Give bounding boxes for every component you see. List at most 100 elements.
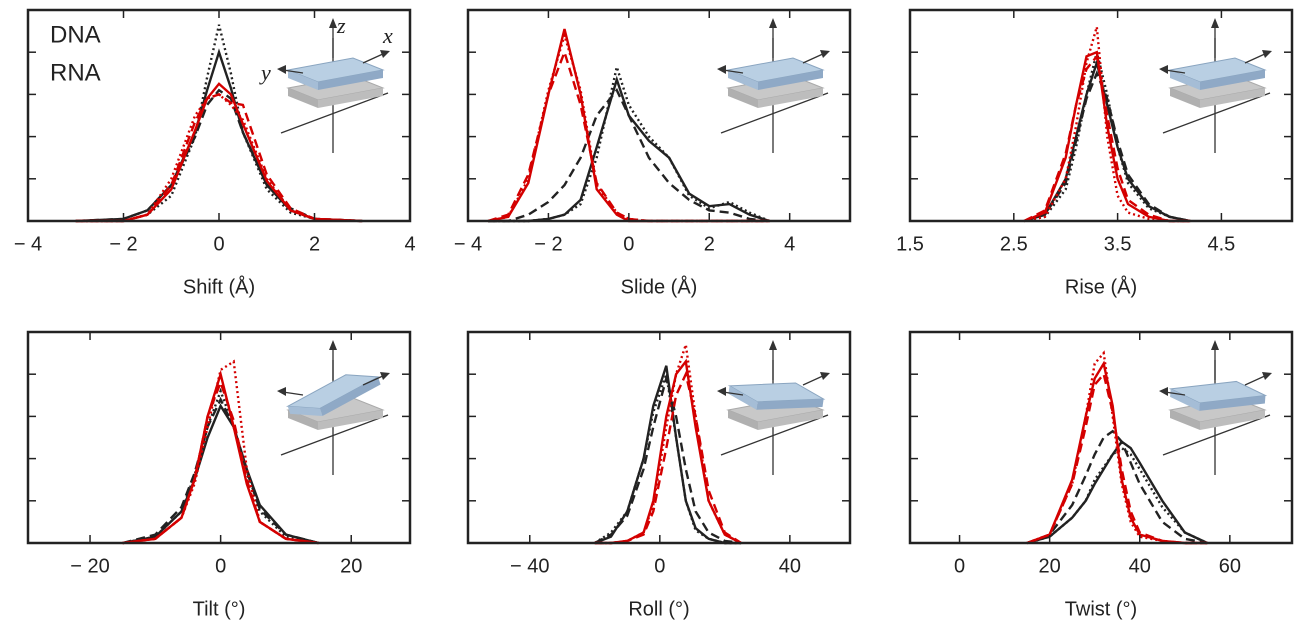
x-tick-label: 1.5 <box>896 233 924 255</box>
inset-arrow <box>722 69 744 74</box>
inset <box>1159 340 1272 475</box>
inset-axis <box>1162 92 1271 134</box>
density-line <box>1023 50 1191 223</box>
arrow-head <box>1159 65 1168 74</box>
inset-arrow <box>362 374 386 386</box>
inset-axis <box>720 92 829 134</box>
slab-top-side <box>319 376 381 417</box>
slab-top-side <box>1199 395 1266 411</box>
inset <box>717 18 830 153</box>
slab-bottom-side <box>318 88 383 108</box>
density-line <box>1026 371 1208 545</box>
x-tick-label: 2.5 <box>1000 233 1028 255</box>
arrow-head <box>277 65 286 74</box>
inset-arrow <box>802 52 826 64</box>
slab-bottom-side <box>758 410 823 430</box>
slab-top <box>286 57 385 90</box>
x-tick-label: 0 <box>954 555 965 577</box>
plot-frame <box>908 8 1294 223</box>
arrow-head <box>1159 387 1168 396</box>
density-line <box>488 75 770 223</box>
density-line <box>122 396 319 545</box>
x-tick-label: 0 <box>215 555 226 577</box>
slab-bottom-side <box>1170 410 1200 430</box>
density-line <box>1026 429 1208 545</box>
slab-top-side <box>728 385 758 410</box>
x-axis-label: Slide (Å) <box>621 275 698 298</box>
x-axis-label: Shift (Å) <box>183 275 255 298</box>
inset <box>1159 18 1272 153</box>
x-tick-label: 2 <box>309 233 320 255</box>
arrow-head <box>277 387 286 396</box>
x-tick-label: − 2 <box>534 233 562 255</box>
arrow-head <box>717 65 726 74</box>
inset-arrow <box>282 391 304 396</box>
x-tick-label: 4 <box>404 233 415 255</box>
inset-arrow <box>362 52 386 64</box>
slab-top-side <box>1170 70 1200 90</box>
inset-arrow <box>282 69 304 74</box>
plot-frame <box>466 8 852 223</box>
x-tick-label: 0 <box>654 555 665 577</box>
x-tick-label: − 20 <box>70 555 109 577</box>
x-tick-label: 4.5 <box>1208 233 1236 255</box>
arrow-head <box>820 50 830 58</box>
arrow-head <box>380 372 390 380</box>
slab-top <box>727 382 826 410</box>
inset-axis <box>280 414 389 456</box>
arrow-head <box>329 18 337 28</box>
arrow-head <box>1211 18 1219 28</box>
slab-top-side <box>287 406 323 417</box>
slab-top-side <box>288 70 318 90</box>
density-line <box>594 365 742 545</box>
density-line <box>594 370 742 545</box>
x-tick-label: 2 <box>704 233 715 255</box>
x-axis-label: Twist (°) <box>1065 598 1137 620</box>
x-tick-label: 4 <box>784 233 795 255</box>
density-line <box>1026 446 1208 545</box>
legend-label: RNA <box>50 59 101 86</box>
x-axis-label: Rise (Å) <box>1065 275 1137 298</box>
inset <box>277 340 390 475</box>
inset-arrow <box>1164 391 1186 396</box>
plot-frame <box>908 330 1294 545</box>
density-line <box>75 24 363 223</box>
inset-arrow <box>1244 374 1268 386</box>
x-tick-label: 3.5 <box>1104 233 1132 255</box>
density-line <box>1026 440 1208 545</box>
density-line <box>488 87 770 223</box>
density-line <box>487 48 770 223</box>
slab-top-side <box>756 399 824 410</box>
plot-frame <box>466 330 852 545</box>
density-line <box>122 403 319 545</box>
arrow-head <box>1262 372 1272 380</box>
arrow-head <box>769 340 777 350</box>
inset-axis <box>720 414 829 456</box>
density-line <box>75 88 363 223</box>
inset <box>717 340 830 475</box>
inset-label: x <box>382 23 393 48</box>
x-tick-label: − 4 <box>14 233 42 255</box>
slab-bottom-side <box>1170 88 1200 108</box>
density-line <box>594 344 742 545</box>
slab-bottom-side <box>318 410 383 430</box>
density-line <box>75 93 363 223</box>
slab-bottom-side <box>728 88 758 108</box>
x-tick-label: − 2 <box>109 233 137 255</box>
legend-label: DNA <box>50 21 101 48</box>
plot-frame <box>26 330 412 545</box>
density-line <box>487 28 770 223</box>
slab-top <box>726 57 825 90</box>
slab-top-side <box>1200 70 1265 90</box>
slab-top-face <box>1168 380 1268 404</box>
x-axis-label: Tilt (°) <box>193 598 246 620</box>
slab-top-side <box>728 70 758 90</box>
arrow-head <box>329 340 337 350</box>
density-line <box>122 359 319 545</box>
inset-axis <box>1162 414 1271 456</box>
x-tick-label: 40 <box>1129 555 1151 577</box>
x-tick-label: 0 <box>623 233 634 255</box>
arrow-head <box>769 18 777 28</box>
density-line <box>75 93 363 223</box>
